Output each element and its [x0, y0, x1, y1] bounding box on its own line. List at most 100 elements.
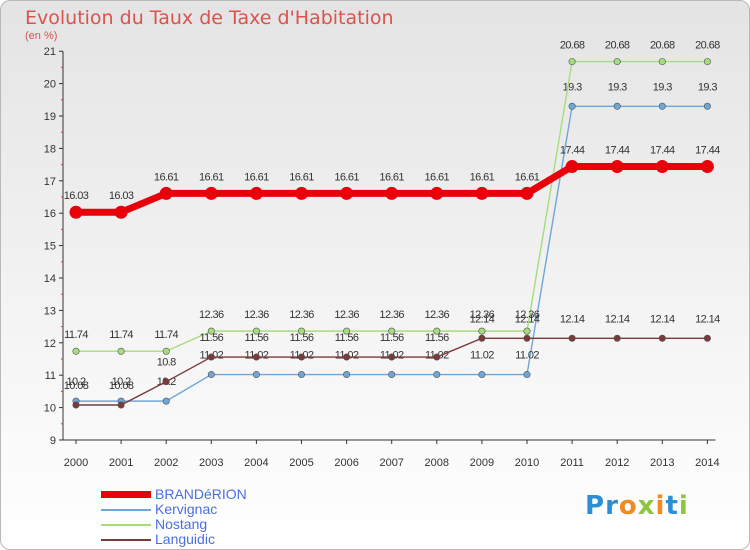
logo-letter: t — [665, 491, 679, 521]
data-point — [117, 347, 125, 355]
data-label: 16.61 — [334, 171, 359, 183]
data-label: 20.68 — [650, 40, 675, 52]
legend-label: Nostang — [155, 516, 208, 532]
data-point — [478, 334, 486, 342]
legend-swatch — [101, 524, 151, 526]
data-label: 17.44 — [695, 145, 720, 157]
data-label: 16.61 — [289, 171, 314, 183]
data-label: 12.14 — [470, 313, 495, 325]
logo-letter: i — [655, 491, 666, 521]
data-point — [343, 371, 351, 379]
data-label: 11.74 — [154, 329, 178, 341]
data-point — [433, 327, 441, 335]
data-label: 16.03 — [64, 190, 89, 202]
data-point — [114, 205, 128, 219]
logo-letter: P — [585, 491, 606, 521]
data-point — [568, 58, 576, 66]
data-point — [388, 371, 396, 379]
y-tick-label: 14 — [44, 273, 56, 285]
data-label: 19.3 — [563, 81, 582, 93]
data-point — [658, 58, 666, 66]
data-label: 11.02 — [470, 350, 494, 362]
x-tick-label: 2009 — [470, 457, 494, 469]
data-point — [162, 378, 170, 386]
data-label: 20.68 — [605, 40, 630, 52]
unit-label: (en %) — [25, 30, 58, 42]
data-point — [430, 186, 444, 200]
data-label: 16.61 — [379, 171, 404, 183]
x-tick-label: 2008 — [425, 457, 449, 469]
chart-title: Evolution du Taux de Taxe d'Habitation — [25, 7, 394, 29]
logo-letter: x — [637, 491, 656, 521]
x-tick-label: 2007 — [379, 457, 403, 469]
legend-label: Languidic — [155, 531, 215, 547]
data-point — [252, 371, 260, 379]
data-label: 16.61 — [470, 171, 495, 183]
data-point — [703, 102, 711, 110]
x-tick-label: 2001 — [109, 457, 133, 469]
data-label: 12.14 — [650, 313, 675, 325]
x-tick-label: 2011 — [560, 457, 584, 469]
data-label: 16.61 — [244, 171, 269, 183]
series-line — [76, 60, 708, 352]
data-label: 12.14 — [515, 313, 540, 325]
data-point — [658, 102, 666, 110]
data-label: 12.36 — [289, 309, 314, 321]
data-label: 12.14 — [605, 313, 630, 325]
data-point — [69, 205, 83, 219]
legend-label: BRANDéRION — [155, 486, 247, 502]
data-label: 20.68 — [695, 40, 720, 52]
data-point — [610, 160, 624, 174]
data-point — [433, 371, 441, 379]
data-label: 12.36 — [244, 309, 269, 321]
data-point — [523, 371, 531, 379]
x-tick-label: 2003 — [199, 457, 223, 469]
data-point — [297, 327, 305, 335]
data-label: 10.8 — [157, 357, 176, 369]
data-label: 16.61 — [425, 171, 450, 183]
data-point — [613, 58, 621, 66]
data-point — [388, 353, 396, 361]
data-label: 11.02 — [515, 350, 539, 362]
y-tick-label: 12 — [44, 338, 56, 350]
x-tick-label: 2004 — [244, 457, 268, 469]
data-label: 10.08 — [109, 380, 134, 392]
y-tick-label: 16 — [44, 208, 56, 220]
data-label: 12.36 — [199, 309, 224, 321]
data-label: 12.36 — [515, 309, 540, 321]
logo-letter: o — [618, 491, 638, 521]
data-point — [204, 186, 218, 200]
data-point — [340, 186, 354, 200]
data-label: 17.44 — [650, 145, 675, 157]
data-point — [252, 353, 260, 361]
data-point — [703, 334, 711, 342]
data-point — [568, 102, 576, 110]
data-label: 11.74 — [109, 329, 133, 341]
data-point — [613, 334, 621, 342]
data-point — [207, 327, 215, 335]
y-tick-label: 9 — [50, 435, 56, 447]
data-label: 12.36 — [470, 309, 495, 321]
legend-label: Kervignac — [155, 501, 218, 517]
data-point — [388, 327, 396, 335]
data-point — [249, 186, 263, 200]
data-label: 12.36 — [379, 309, 404, 321]
data-label: 11.56 — [199, 332, 223, 344]
data-point — [72, 347, 80, 355]
data-point — [385, 186, 399, 200]
data-label: 11.56 — [380, 332, 404, 344]
legend-swatch — [101, 539, 151, 541]
x-tick-label: 2013 — [650, 457, 674, 469]
x-tick-label: 2000 — [64, 457, 88, 469]
data-label: 11.56 — [425, 332, 449, 344]
data-label: 11.56 — [245, 332, 269, 344]
y-tick-label: 21 — [44, 46, 56, 58]
data-point — [475, 186, 489, 200]
data-point — [117, 401, 125, 409]
data-point — [162, 347, 170, 355]
data-point — [655, 160, 669, 174]
y-tick-label: 18 — [44, 143, 56, 155]
data-point — [523, 327, 531, 335]
data-label: 11.74 — [64, 329, 88, 341]
